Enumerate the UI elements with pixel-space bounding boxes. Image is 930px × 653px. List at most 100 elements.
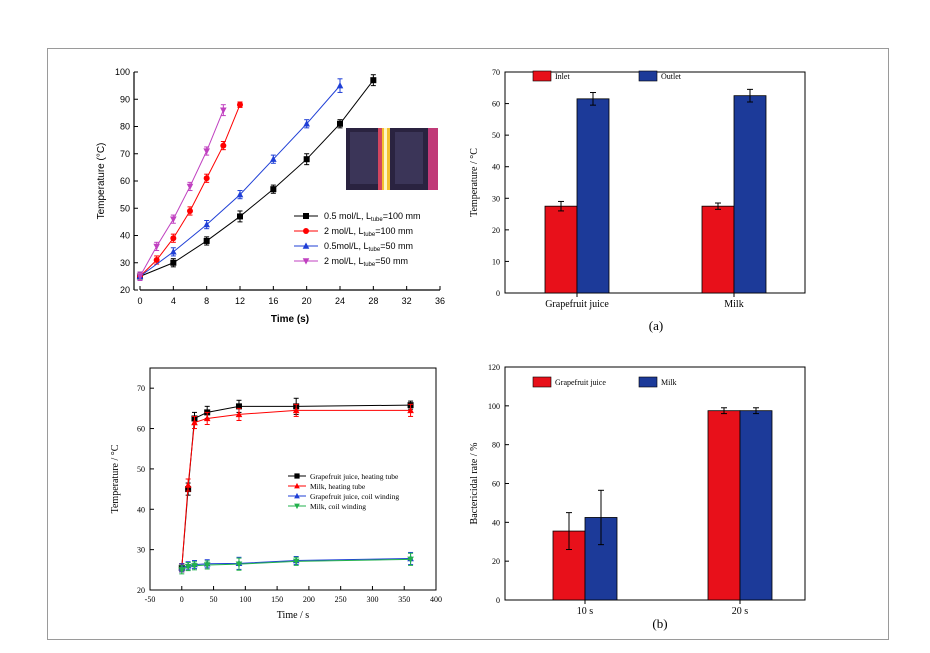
data-point (407, 406, 414, 414)
y-axis-label: Bactericidal rate / % (469, 443, 480, 525)
bar-inlet-grapefruit-juice (544, 205, 578, 294)
legend-subscript: tube (371, 217, 383, 223)
x-tick-label: 4 (171, 296, 176, 306)
inset-scale-bar (428, 128, 438, 190)
legend-swatch-outlet (638, 70, 658, 82)
x-tick-label: 250 (335, 595, 347, 604)
error-bar (598, 489, 604, 546)
legend-label: Grapefruit juice, coil winding (310, 492, 399, 501)
legend-item: Grapefruit juice, heating tube (288, 472, 399, 481)
legend-name: 2 mol/L, L (324, 256, 364, 266)
bar-milk-20-s (739, 410, 773, 601)
data-point (170, 248, 177, 255)
x-tick-label: 100 (239, 595, 251, 604)
legend-label: 0.5mol/L, Ltube=50 mm (324, 241, 413, 253)
y-tick-label: 0 (496, 289, 500, 298)
legend-label-grapefruit-juice: Grapefruit juice (555, 378, 606, 387)
series-milk-heating-tube (178, 403, 414, 573)
inset-hot-core (384, 128, 387, 190)
error-bar (558, 200, 564, 212)
x-tick-label: 20 (302, 296, 312, 306)
x-tick-label: -50 (145, 595, 156, 604)
x-axis-label: Time / s (277, 610, 310, 621)
inset-tube-left (350, 132, 378, 184)
y-tick-label: 10 (492, 257, 500, 266)
x-tick-label: 0 (180, 595, 184, 604)
data-point (203, 237, 210, 244)
y-tick-label: 80 (492, 441, 500, 450)
data-point (303, 156, 310, 163)
inset-tube-right (395, 132, 423, 184)
data-point (178, 567, 186, 574)
chart-temperature-vs-time: 0 4 8 12 16 20 24 28 32 36 20 30 40 50 60 70 80 90 100 Time… (96, 67, 445, 325)
data-point (235, 410, 243, 418)
legend-suffix: =100 mm (383, 211, 421, 221)
chart-bactericidal-bars: 0 20 40 60 80 100 120 Bactericidal rate / % 10 s… (469, 363, 806, 617)
legend-swatch-milk (638, 376, 658, 388)
bar-inlet-milk (701, 205, 735, 294)
y-axis-label: Temperature (°C) (96, 143, 107, 220)
y-tick-label: 100 (115, 67, 130, 77)
y-axis-label: Temperature / °C (110, 444, 121, 513)
legend-label: Grapefruit juice, heating tube (310, 472, 399, 481)
bar-grapefruit-juice-20-s (707, 410, 741, 601)
error-bar (747, 88, 753, 103)
data-point (203, 562, 211, 569)
series-line (139, 85, 341, 277)
legend-label: 2 mol/L, Ltube=100 mm (324, 226, 413, 238)
plot-box (149, 367, 437, 591)
data-point (237, 101, 243, 108)
legend-label-milk: Milk (661, 378, 677, 387)
y-tick-label: 50 (492, 131, 500, 140)
y-tick-label: 60 (137, 425, 145, 434)
y-tick-label: 0 (496, 596, 500, 605)
x-tick-label-grapefruit-juice: Grapefruit juice (545, 299, 609, 310)
y-tick-label: 70 (492, 68, 500, 77)
x-tick-label: 200 (303, 595, 315, 604)
data-point (184, 481, 192, 488)
y-tick-label: 80 (120, 122, 130, 132)
y-tick-label: 120 (488, 363, 500, 372)
error-bar (590, 92, 596, 106)
legend-marker (294, 473, 300, 479)
y-tick-label: 40 (492, 518, 500, 527)
data-point (136, 273, 144, 280)
inset-warm-edge (378, 128, 382, 190)
legend-marker (303, 228, 309, 234)
data-point (187, 207, 193, 214)
legend-item: 0.5 mol/L, Ltube=100 mm (294, 211, 421, 223)
legend-suffix: =100 mm (375, 226, 413, 236)
data-point (184, 563, 192, 571)
thermal-inset-image (346, 128, 438, 190)
legend-name: 0.5 mol/L, L (324, 211, 371, 221)
legend-swatch-grapefruit-juice (532, 376, 552, 388)
y-tick-label: 90 (120, 94, 130, 104)
legend-suffix: =50 mm (380, 241, 413, 251)
data-point (303, 120, 310, 127)
y-tick-label: 20 (137, 586, 145, 595)
legend-label: Milk, heating tube (310, 482, 366, 491)
legend-subscript: tube (364, 232, 376, 238)
y-tick-label: 50 (120, 203, 130, 213)
x-tick-label: 400 (430, 595, 442, 604)
legend-marker (303, 213, 309, 219)
y-tick-label: 50 (137, 465, 145, 474)
data-point (292, 406, 300, 414)
x-tick-label: 150 (271, 595, 283, 604)
error-bar (721, 407, 727, 415)
legend-name: 2 mol/L, L (324, 226, 364, 236)
chart-inlet-outlet-bars: 0 10 20 30 40 50 60 70 Temperature / °C Grapefrui… (469, 68, 806, 310)
x-tick-label: 12 (235, 296, 245, 306)
data-point (170, 216, 177, 223)
data-point (170, 235, 177, 242)
data-point (337, 120, 343, 127)
data-point (153, 243, 160, 250)
y-tick-label: 40 (120, 231, 130, 241)
x-tick-label: 50 (210, 595, 218, 604)
error-bar (753, 407, 759, 415)
x-tick-label: 300 (366, 595, 378, 604)
legend-marker (294, 492, 300, 499)
legend-item: 2 mol/L, Ltube=100 mm (294, 226, 413, 238)
